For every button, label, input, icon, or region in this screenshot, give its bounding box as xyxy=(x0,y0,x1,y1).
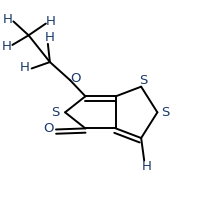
Text: H: H xyxy=(141,160,150,173)
Text: H: H xyxy=(46,15,56,28)
Text: O: O xyxy=(43,122,53,135)
Text: H: H xyxy=(2,13,12,26)
Text: H: H xyxy=(45,31,55,44)
Text: S: S xyxy=(138,74,147,87)
Text: S: S xyxy=(51,106,59,119)
Text: S: S xyxy=(160,106,168,119)
Text: H: H xyxy=(20,61,30,74)
Text: O: O xyxy=(70,72,81,85)
Text: H: H xyxy=(1,40,11,52)
